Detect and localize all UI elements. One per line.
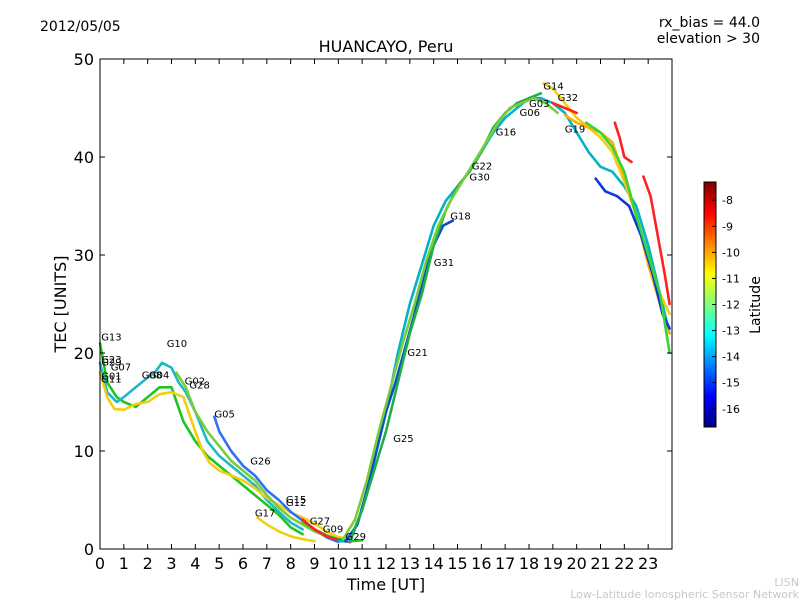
series-line-g03 <box>584 121 671 355</box>
x-tick-label: 19 <box>543 554 563 573</box>
colorbar-tick-label: -8 <box>722 194 733 207</box>
satellite-label: G10 <box>167 339 187 350</box>
x-tick-label: 5 <box>214 554 224 573</box>
satellite-label: G14 <box>543 81 563 92</box>
colorbar-ticks: -8 -9 -10 -11 -12 -13 -14 -15 -16 <box>712 194 740 416</box>
x-tick-label: 20 <box>566 554 586 573</box>
series-line-g32 <box>551 101 579 115</box>
y-tick-label: 10 <box>74 442 94 461</box>
colorbar-tick-label: -14 <box>722 351 740 364</box>
x-tick-label: 16 <box>471 554 491 573</box>
x-tick-label: 9 <box>309 554 319 573</box>
satellite-label: G18 <box>450 212 470 223</box>
colorbar-tick-label: -15 <box>722 377 740 390</box>
series-line-g31 <box>341 96 559 541</box>
series-layer <box>98 82 671 544</box>
satellite-label: G29 <box>346 532 366 543</box>
x-tick-label: 11 <box>352 554 372 573</box>
x-tick-label: 23 <box>638 554 658 573</box>
x-tick-label: 1 <box>119 554 129 573</box>
y-tick-label: 50 <box>74 50 94 69</box>
series-line-g10 <box>98 371 352 541</box>
satellite-label: G22 <box>472 162 492 173</box>
x-tick-label: 10 <box>328 554 348 573</box>
plot-area <box>100 59 672 549</box>
x-tick-label: 14 <box>423 554 443 573</box>
x-tick-label: 21 <box>590 554 610 573</box>
satellite-label: G01 <box>101 372 121 383</box>
x-tick-label: 7 <box>262 554 272 573</box>
satellite-label: G29 <box>101 358 121 369</box>
satellite-label: G07 <box>111 363 131 374</box>
satellite-label: G25 <box>393 434 413 445</box>
satellite-label: G06 <box>520 108 540 119</box>
satellite-label: G13 <box>101 332 121 343</box>
satellite-label: G31 <box>434 258 454 269</box>
satellite-label: G32 <box>558 93 578 104</box>
colorbar-tick-label: -12 <box>722 299 740 312</box>
y-tick-label: 0 <box>84 540 94 559</box>
x-tick-label: 12 <box>376 554 396 573</box>
colorbar-tick-label: -10 <box>722 246 740 259</box>
x-axis-label: Time [UT] <box>346 575 425 594</box>
satellite-label: G12 <box>286 498 306 509</box>
satellite-label: G02 <box>185 376 205 387</box>
elevation-label: elevation > 30 <box>657 31 760 47</box>
chart-title: HUANCAYO, Peru <box>319 37 454 56</box>
colorbar-tick-label: -11 <box>722 272 740 285</box>
satellite-label: G27 <box>310 517 330 528</box>
satellite-label: G23 <box>101 355 121 366</box>
x-tick-label: 3 <box>166 554 176 573</box>
colorbar-tick-label: -13 <box>722 325 740 338</box>
satellite-label: G11 <box>101 374 121 385</box>
y-tick-label: 20 <box>74 344 94 363</box>
colorbar-tick-label: -16 <box>722 403 740 416</box>
series-line-g17 <box>255 516 316 543</box>
series-line-g22 <box>613 121 633 164</box>
x-tick-label: 15 <box>447 554 467 573</box>
date-label: 2012/05/05 <box>40 19 121 35</box>
satellite-label: G09 <box>323 524 343 535</box>
colorbar-label: Latitude <box>748 276 764 334</box>
y-axis-label: TEC [UNITS] <box>51 256 70 354</box>
x-tick-label: 13 <box>400 554 420 573</box>
satellite-label: G03 <box>529 99 549 110</box>
satellite-label: G08 <box>142 371 162 382</box>
satellite-label: G04 <box>149 371 169 382</box>
x-tick-label: 6 <box>238 554 248 573</box>
colorbar-tick-label: -9 <box>722 220 733 233</box>
satellite-label: G30 <box>469 173 489 184</box>
satellite-label: G28 <box>189 380 209 391</box>
series-line-g30 <box>642 175 671 306</box>
satellite-label: G17 <box>255 509 275 520</box>
y-axis: 0 10 20 30 40 50 <box>74 50 672 559</box>
org-long-label: Low-Latitude Ionospheric Sensor Network <box>570 588 799 600</box>
rx-bias-label: rx_bias = 44.0 <box>659 15 760 31</box>
satellite-label: G15 <box>286 495 306 506</box>
x-tick-label: 4 <box>190 554 200 573</box>
series-line-g13 <box>98 341 304 536</box>
x-tick-label: 2 <box>143 554 153 573</box>
x-tick-label: 0 <box>95 554 105 573</box>
x-tick-label: 8 <box>286 554 296 573</box>
x-tick-label: 17 <box>495 554 515 573</box>
satellite-label: G16 <box>496 127 516 138</box>
satellite-label: G05 <box>214 410 234 421</box>
x-axis: 0 1 2 3 4 5 6 7 8 9 10 11 12 13 14 15 16 17 18 19 20 21 22 23 <box>95 59 658 573</box>
satellite-label: G26 <box>250 457 270 468</box>
org-short-label: LISN <box>774 576 799 589</box>
x-tick-label: 22 <box>614 554 634 573</box>
satellite-label: G21 <box>407 348 427 359</box>
y-tick-label: 40 <box>74 148 94 167</box>
x-tick-label: 18 <box>519 554 539 573</box>
satellite-label: G19 <box>565 125 585 136</box>
y-tick-label: 30 <box>74 246 94 265</box>
